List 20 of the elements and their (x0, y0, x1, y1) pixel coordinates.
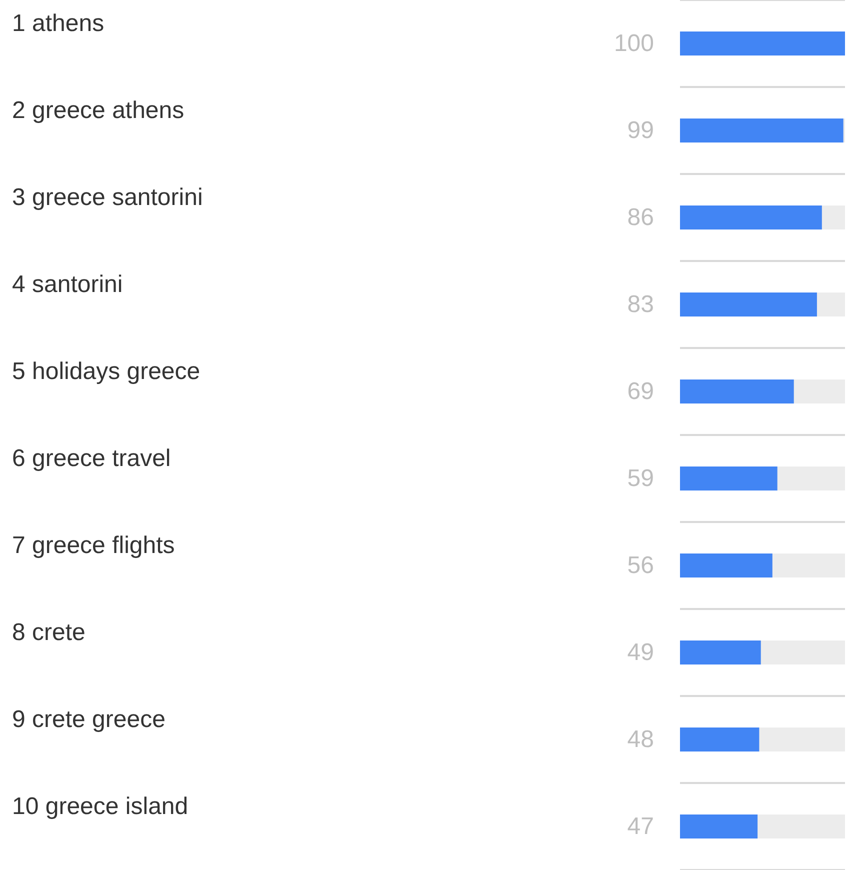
data-label: 59 (627, 465, 654, 492)
data-label: 86 (627, 204, 654, 231)
data-label: 69 (627, 378, 654, 405)
y-tick-label: 10 greece island (12, 793, 188, 820)
y-tick-label: 7 greece flights (12, 532, 175, 559)
data-label: 49 (627, 639, 654, 666)
data-label: 47 (627, 813, 654, 840)
y-tick-label: 2 greece athens (12, 97, 184, 124)
y-tick-label: 9 crete greece (12, 706, 166, 733)
data-label: 100 (614, 30, 654, 57)
y-tick-label: 4 santorini (12, 271, 123, 298)
data-label: 48 (627, 726, 654, 753)
y-tick-label: 6 greece travel (12, 445, 171, 472)
y-tick-label: 5 holidays greece (12, 358, 200, 385)
y-tick-label: 3 greece santorini (12, 184, 203, 211)
data-label: 56 (627, 552, 654, 579)
data-label: 99 (627, 117, 654, 144)
data-label: 83 (627, 291, 654, 318)
y-tick-label: 1 athens (12, 10, 104, 37)
y-tick-label: 8 crete (12, 619, 86, 646)
